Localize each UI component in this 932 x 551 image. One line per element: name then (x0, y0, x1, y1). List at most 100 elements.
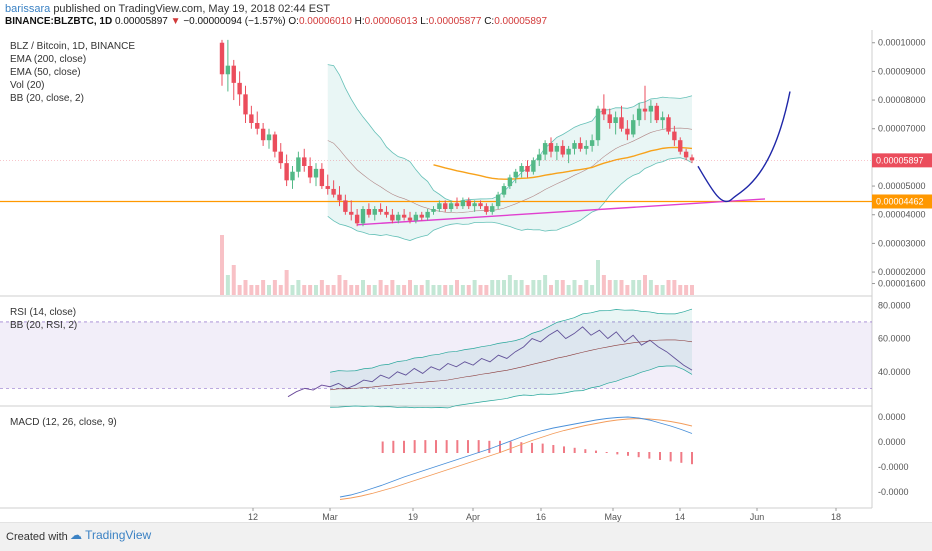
candle-body (396, 214, 401, 221)
legend-rsi: RSI (14, close) (10, 307, 77, 318)
volume-bar (607, 280, 612, 295)
volume-bar (413, 285, 418, 295)
rsi-bb-upper (330, 308, 693, 373)
macd-histogram-bar (605, 452, 608, 453)
rsi-tick-label: 40.0000 (878, 367, 911, 377)
candle-body (548, 143, 554, 152)
candle-body (331, 188, 336, 195)
candle-body (542, 143, 548, 155)
volume-bar (543, 275, 548, 295)
candle-body (319, 168, 325, 187)
price-tick-label: 0.00002000 (878, 267, 926, 277)
volume-bar (531, 280, 536, 295)
macd-histogram-bar (584, 449, 587, 453)
volume-bar (443, 285, 448, 295)
bb-basis (327, 127, 693, 214)
time-tick-label: May (604, 512, 622, 522)
candle-body (360, 209, 366, 224)
chart-area[interactable]: 0.00010000 0.00009000 0.00008000 0.00007000… (0, 30, 932, 522)
macd-tick-label: -0.0000 (878, 462, 909, 472)
volume-bar (290, 285, 295, 295)
rsi-bb-basis (330, 339, 693, 391)
close-label: C: (484, 16, 495, 27)
down-arrow-icon: ▼ (170, 16, 181, 27)
candle-body (372, 209, 377, 215)
time-tick-label: Mar (322, 512, 338, 522)
candle-body (354, 214, 360, 224)
tradingview-brand[interactable]: ☁ TradingView (70, 528, 151, 542)
volume-bar (325, 285, 330, 295)
candle-body (584, 145, 589, 149)
tradingview-cloud-icon: ☁ (70, 528, 82, 542)
volume-bar (596, 260, 600, 295)
candle-body (349, 211, 354, 215)
price-change: −0.00000094 (−1.57%) (183, 16, 286, 27)
candle-body (460, 200, 466, 207)
high-value: 0.00006013 (364, 16, 418, 27)
time-tick-label: Apr (466, 512, 480, 522)
volume-bar (431, 285, 436, 295)
legend-volume: Vol (20) (10, 80, 45, 91)
candle-body (425, 211, 430, 218)
volume-bar (437, 285, 442, 295)
chart-canvas[interactable]: 0.00010000 0.00009000 0.00008000 0.00007000… (0, 30, 932, 522)
macd-histogram-bar (637, 452, 640, 458)
candle-body (366, 209, 372, 215)
macd-histogram-bar (456, 440, 459, 453)
volume-bar (507, 275, 512, 295)
open-label: O: (288, 16, 299, 27)
candle-body (531, 160, 536, 172)
volume-bar (384, 285, 389, 295)
volume-bar (225, 275, 230, 295)
candle-body (554, 145, 560, 152)
candle-body (572, 143, 577, 149)
volume-bar (537, 280, 542, 295)
macd-histogram-bar (531, 442, 533, 453)
last-price-badge-label: 0.00005897 (876, 155, 924, 165)
price-tick-label: 0.00009000 (878, 66, 926, 76)
volume-bar (601, 275, 606, 295)
candle-body (255, 123, 260, 129)
price-tick-label: 0.00007000 (878, 124, 926, 134)
volume-bar (314, 285, 318, 295)
candle-body (225, 65, 231, 75)
low-value: 0.00005877 (428, 16, 482, 27)
macd-histogram-bar (467, 440, 469, 453)
volume-bar (643, 275, 647, 295)
open-value: 0.00006010 (298, 16, 352, 27)
candle-body (384, 211, 389, 215)
volume-bar (678, 285, 683, 295)
candle-body (560, 145, 565, 155)
author-link[interactable]: barissara (5, 3, 51, 15)
volume-bar (455, 280, 459, 295)
candle-body (613, 117, 618, 123)
macd-tick-label: -0.0000 (878, 487, 909, 497)
volume-bar (284, 270, 289, 295)
candle-body (390, 214, 395, 221)
volume-bar (261, 280, 266, 295)
time-tick-label: Jun (750, 512, 765, 522)
candle-body (648, 105, 654, 112)
volume-bar (619, 280, 624, 295)
candle-body (683, 151, 689, 158)
candle-body (484, 206, 489, 212)
candle-body (490, 206, 495, 212)
candle-body (537, 154, 542, 161)
macd-histogram-bar (413, 440, 416, 453)
candle-body (343, 200, 348, 212)
volume-bar (654, 285, 659, 295)
candle-body (578, 143, 583, 149)
volume-bar (590, 285, 595, 295)
volume-bar (631, 280, 636, 295)
candle-body (495, 194, 501, 207)
volume-bar (272, 280, 277, 295)
chart-header: barissara published on TradingView.com, … (0, 0, 932, 30)
volume-bar (566, 285, 571, 295)
volume-bar (278, 285, 283, 295)
rsi-tick-label: 80.0000 (878, 300, 911, 310)
candle-body (419, 214, 424, 218)
volume-bar (349, 285, 354, 295)
volume-bar (584, 280, 589, 295)
candle-body (672, 131, 677, 141)
volume-bar (402, 285, 407, 295)
